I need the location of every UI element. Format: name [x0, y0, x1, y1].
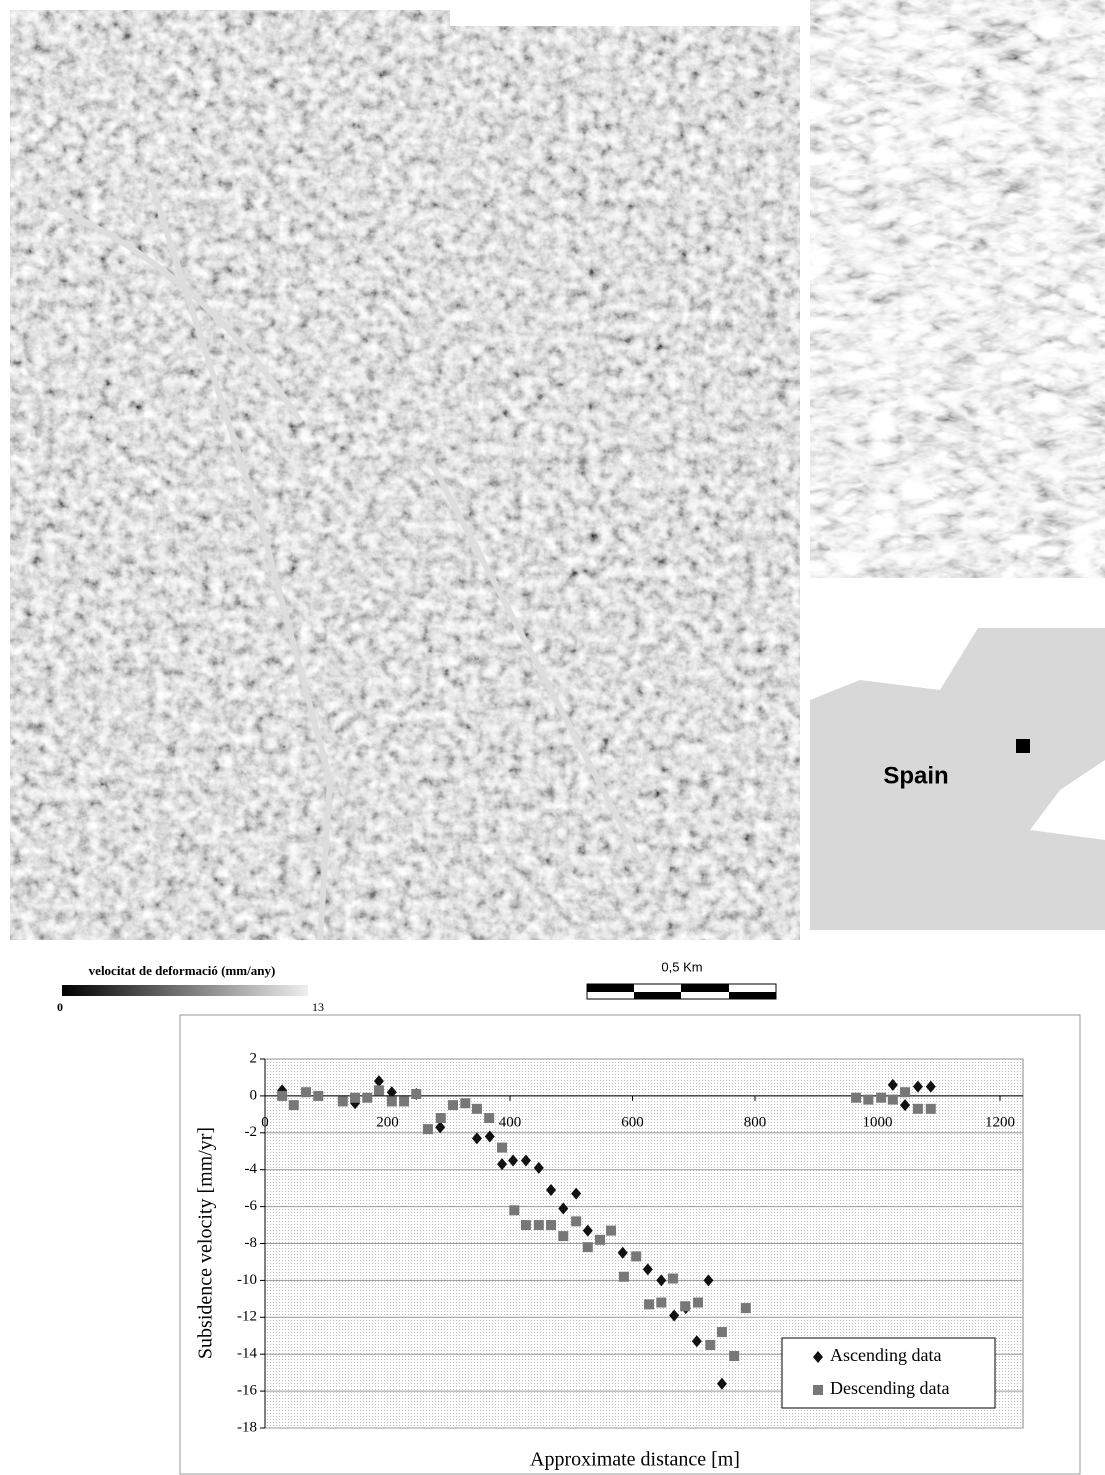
point	[741, 1303, 751, 1313]
y-tick-label: -12	[237, 1309, 257, 1325]
point	[863, 1095, 873, 1105]
x-tick-label: 400	[499, 1114, 522, 1130]
point	[546, 1220, 556, 1230]
point	[399, 1096, 409, 1106]
point	[729, 1351, 739, 1361]
point	[888, 1095, 898, 1105]
point	[705, 1340, 715, 1350]
colorbar-min: 0	[57, 1000, 63, 1014]
y-tick-label: -14	[237, 1346, 257, 1362]
y-axis-label: Subsidence velocity [mm/yr]	[195, 1127, 217, 1359]
point	[497, 1143, 507, 1153]
x-tick-label: 600	[621, 1114, 644, 1130]
y-tick-label: 2	[250, 1050, 258, 1066]
y-tick-label: 0	[250, 1087, 258, 1103]
point	[509, 1205, 519, 1215]
point	[680, 1301, 690, 1311]
colorbar-max: 13	[312, 1000, 324, 1014]
point	[571, 1216, 581, 1226]
point	[693, 1298, 703, 1308]
y-tick-label: -10	[237, 1272, 257, 1288]
point	[717, 1327, 727, 1337]
y-tick-label: -16	[237, 1383, 257, 1399]
point	[595, 1235, 605, 1245]
point	[656, 1298, 666, 1308]
y-tick-label: -6	[245, 1198, 258, 1214]
point	[289, 1100, 299, 1110]
map-label: Spain	[883, 762, 948, 789]
point	[926, 1104, 936, 1114]
x-axis-label: Approximate distance [m]	[530, 1449, 740, 1471]
point	[350, 1093, 360, 1103]
point	[521, 1220, 531, 1230]
point	[423, 1124, 433, 1134]
y-tick-label: -4	[245, 1161, 258, 1177]
point	[851, 1093, 861, 1103]
point	[313, 1091, 323, 1101]
x-tick-label: 800	[744, 1114, 767, 1130]
point	[900, 1087, 910, 1097]
point	[484, 1113, 494, 1123]
scale-bar: 0,5 Km	[587, 959, 776, 999]
y-tick-label: -18	[237, 1419, 257, 1435]
aerial-image	[10, 0, 810, 940]
point	[534, 1220, 544, 1230]
point	[301, 1087, 311, 1097]
x-tick-label: 1200	[985, 1114, 1015, 1130]
point	[644, 1299, 654, 1309]
legend-marker	[813, 1385, 823, 1395]
radar-image	[810, 0, 1105, 578]
x-tick-label: 0	[261, 1114, 269, 1130]
y-tick-label: -2	[245, 1124, 258, 1140]
legend-label: Descending data	[830, 1378, 949, 1398]
x-tick-label: 1000	[863, 1114, 893, 1130]
colorbar-label: velocitat de deformació (mm/any)	[89, 963, 276, 978]
point	[436, 1113, 446, 1123]
point	[362, 1093, 372, 1103]
point	[472, 1104, 482, 1114]
x-tick-label: 200	[376, 1114, 399, 1130]
point	[619, 1272, 629, 1282]
point	[583, 1242, 593, 1252]
point	[460, 1098, 470, 1108]
figure: Spain velocitat de deformació (mm/any) 0…	[0, 0, 1105, 1475]
legend-label: Ascending data	[830, 1345, 941, 1365]
point	[448, 1100, 458, 1110]
point	[387, 1096, 397, 1106]
point	[411, 1089, 421, 1099]
point	[668, 1274, 678, 1284]
point	[913, 1104, 923, 1114]
point	[631, 1251, 641, 1261]
point	[374, 1085, 384, 1095]
point	[558, 1231, 568, 1241]
point	[277, 1091, 287, 1101]
scale-label: 0,5 Km	[661, 959, 702, 974]
y-tick-label: -8	[245, 1235, 258, 1251]
point	[876, 1093, 886, 1103]
point	[338, 1096, 348, 1106]
point	[606, 1226, 616, 1236]
location-map: Spain	[810, 628, 1105, 930]
colorbar: velocitat de deformació (mm/any) 0 13	[57, 963, 324, 1014]
